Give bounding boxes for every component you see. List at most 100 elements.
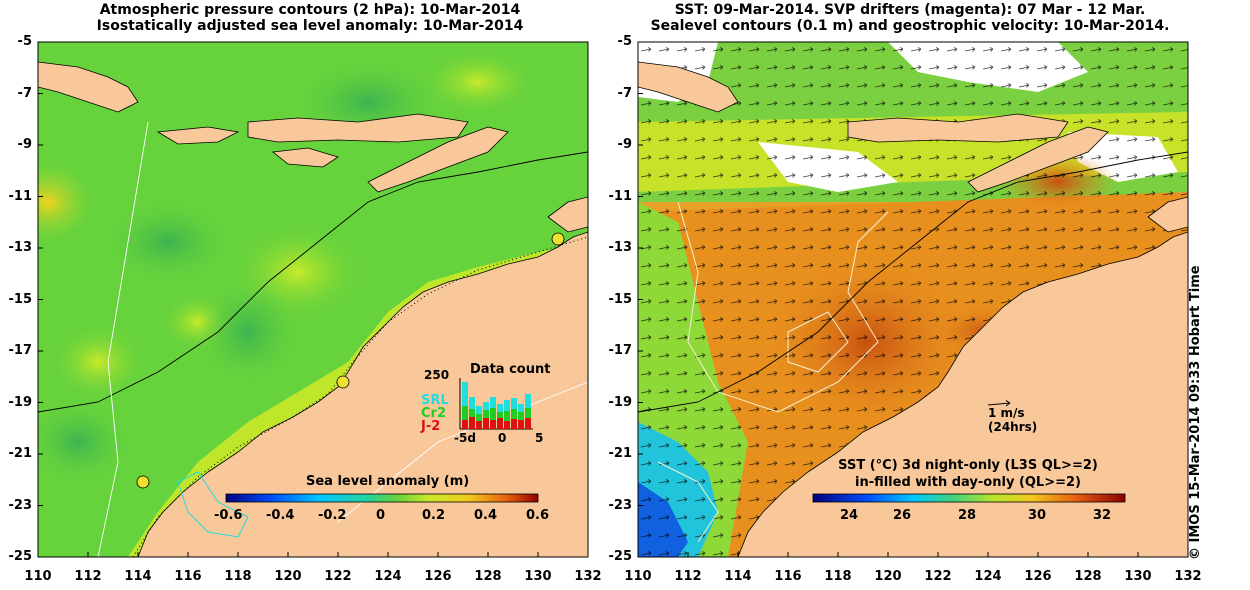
sst-colorbar-title-line1: SST (°C) 3d night-only (L3S QL>=2) — [838, 458, 1098, 473]
legend-srl: SRL — [421, 393, 449, 408]
inset-legend: SRL Cr2 J-2 — [421, 394, 449, 433]
sla-colorbar-ticks: -0.6 -0.4 -0.2 0 0.2 0.4 0.6 — [214, 508, 554, 524]
legend-j2: J-2 — [421, 419, 441, 434]
sst-colorbar — [812, 493, 1126, 503]
australia-land — [737, 231, 1188, 557]
x-tick-label: 132 — [574, 569, 602, 584]
sla-tick: -0.2 — [318, 508, 347, 523]
sealevel-contour-1 — [677, 201, 889, 413]
x-tick-label: 112 — [74, 569, 102, 584]
y-tick-label: -15 — [608, 291, 633, 307]
sla-colorbar — [225, 493, 539, 503]
legend-cr2: Cr2 — [421, 406, 446, 421]
scale-label: 1 m/s — [988, 406, 1025, 420]
sla-tick: -0.6 — [214, 508, 243, 523]
y-tick-label: -19 — [608, 394, 633, 410]
inset-xtick-3: 5 — [535, 431, 544, 445]
right-title-line2: Sealevel contours (0.1 m) and geostrophi… — [650, 18, 1170, 34]
sla-tick: 0 — [376, 508, 386, 523]
sealevel-contour-3 — [657, 461, 719, 543]
x-tick-label: 110 — [624, 569, 652, 584]
x-tick-label: 124 — [374, 569, 402, 584]
x-tick-label: 126 — [424, 569, 452, 584]
x-tick-label: 130 — [524, 569, 552, 584]
copyright-text: © IMOS 15-Mar-2014 09:33 Hobart Time — [1188, 265, 1203, 560]
x-tick-label: 128 — [474, 569, 502, 584]
x-tick-label: 114 — [124, 569, 152, 584]
sst-tick: 26 — [893, 508, 912, 523]
y-tick-label: -11 — [8, 188, 33, 204]
sst-colorbar-title: SST (°C) 3d night-only (L3S QL>=2) in-fi… — [788, 457, 1148, 491]
kimberley-peninsula — [1147, 196, 1188, 233]
pressure-contour-1 — [38, 151, 588, 413]
x-tick-label: 130 — [1124, 569, 1152, 584]
x-tick-label: 118 — [224, 569, 252, 584]
sst-tick: 24 — [840, 508, 859, 523]
sla-tick: 0.4 — [474, 508, 498, 523]
x-tick-label: 116 — [774, 569, 802, 584]
sst-colorbar-title-line2: in-filled with day-only (QL>=2) — [854, 475, 1081, 490]
station-marker-3 — [136, 475, 150, 489]
white-contour-2 — [97, 121, 149, 557]
sst-map: 1 m/s (24hrs) SST (°C) 3d night-only (L3… — [638, 42, 1188, 557]
sealevel-contour-2 — [787, 311, 849, 373]
darkgreen-patch-2 — [198, 282, 298, 382]
sst-tick: 28 — [958, 508, 977, 523]
left-title-line2: Isostatically adjusted sea level anomaly… — [96, 18, 524, 34]
x-tick-label: 118 — [824, 569, 852, 584]
timor-island — [367, 126, 509, 193]
y-tick-label: -17 — [608, 343, 633, 358]
white-contour-1 — [337, 381, 588, 523]
data-count-inset — [459, 378, 533, 430]
x-tick-label: 112 — [674, 569, 702, 584]
flores-island — [247, 113, 469, 143]
sumba-island — [271, 147, 339, 168]
inset-xtick-1: -5d — [454, 431, 476, 445]
y-tick-label: -23 — [8, 497, 33, 513]
y-tick-label: -21 — [8, 446, 33, 461]
x-tick-label: 128 — [1074, 569, 1102, 584]
y-tick-label: -7 — [617, 85, 632, 101]
left-title-line1: Atmospheric pressure contours (2 hPa): 1… — [99, 2, 521, 18]
station-marker-2 — [336, 375, 350, 389]
sea-level-anomaly-map: Data count 250 SRL Cr2 J-2 -5d 0 5 Sea l… — [38, 42, 588, 557]
java-island — [638, 61, 739, 113]
x-tick-label: 122 — [924, 569, 952, 584]
kimberley-peninsula — [547, 196, 588, 233]
tick-marks — [37, 41, 1189, 558]
x-tick-label: 116 — [174, 569, 202, 584]
darkgreen-patch-3 — [38, 402, 128, 482]
y-tick-label: -9 — [17, 137, 32, 152]
x-tick-label: 110 — [24, 569, 52, 584]
y-tick-label: -23 — [608, 497, 633, 513]
y-tick-label: -13 — [608, 240, 633, 255]
sst-map-graphic — [638, 42, 1188, 557]
x-tick-label: 132 — [1174, 569, 1202, 584]
sla-tick: 0.6 — [526, 508, 550, 523]
y-tick-label: -5 — [617, 34, 632, 49]
sla-tick: -0.4 — [266, 508, 295, 523]
yellowgreen-patch-4 — [418, 47, 538, 117]
darkgreen-patch-1 — [108, 202, 228, 282]
timor-island — [967, 126, 1109, 193]
y-tick-label: -5 — [17, 34, 32, 49]
x-tick-label: 114 — [724, 569, 752, 584]
yellow-anomaly — [38, 162, 93, 242]
right-title-line1: SST: 09-Mar-2014. SVP drifters (magenta)… — [674, 2, 1146, 18]
y-tick-label: -19 — [8, 394, 33, 410]
x-tick-label: 126 — [1024, 569, 1052, 584]
inset-title: Data count — [470, 362, 551, 377]
x-tick-label: 124 — [974, 569, 1002, 584]
java-island — [38, 61, 139, 113]
y-tick-label: -25 — [608, 549, 633, 564]
x-tick-label: 122 — [324, 569, 352, 584]
yellowgreen-patch-3 — [48, 322, 148, 402]
y-tick-label: -13 — [8, 240, 33, 255]
sla-colorbar-title: Sea level anomaly (m) — [306, 474, 470, 489]
x-tick-label: 120 — [274, 569, 302, 584]
depth-contour — [638, 151, 1188, 413]
scale-sublabel: (24hrs) — [988, 420, 1038, 434]
sla-map-graphic — [38, 42, 588, 557]
y-tick-label: -7 — [17, 85, 32, 101]
